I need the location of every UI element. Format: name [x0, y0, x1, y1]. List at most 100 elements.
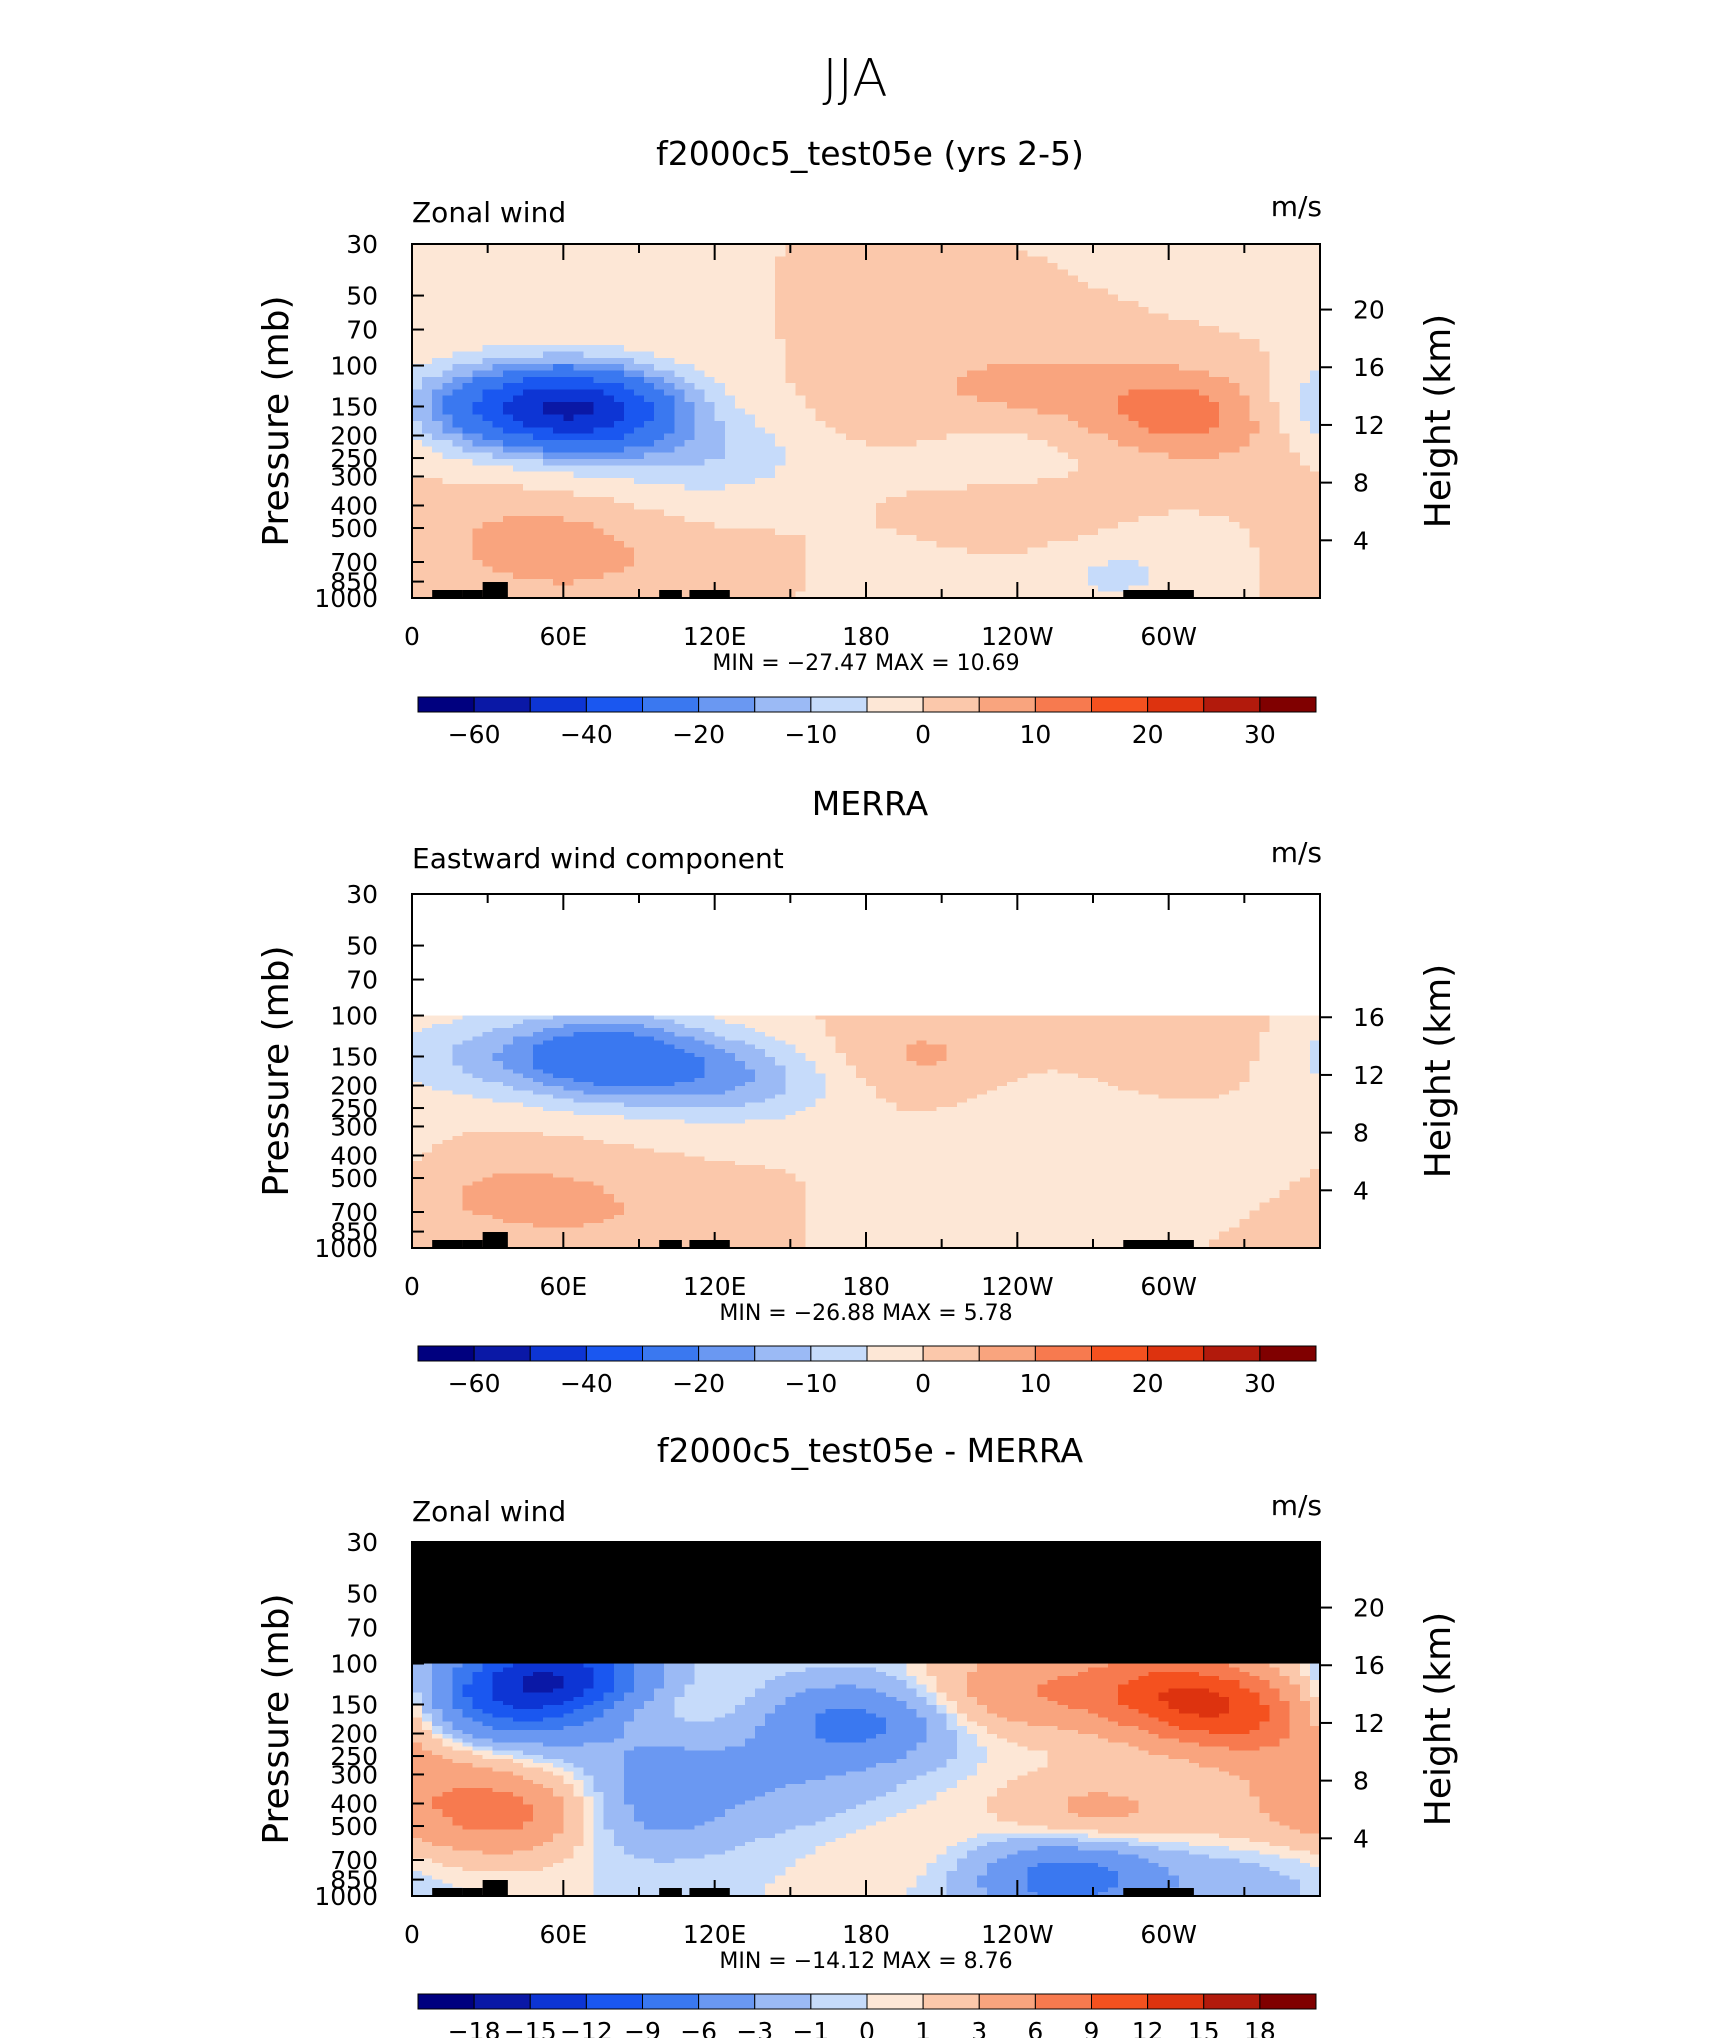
contour-cell: [482, 484, 494, 492]
contour-cell: [997, 332, 1008, 340]
contour-cell: [1017, 338, 1029, 346]
contour-cell: [835, 509, 847, 517]
contour-cell: [825, 585, 837, 593]
contour-cell: [694, 376, 706, 384]
contour-cell: [1098, 300, 1109, 308]
contour-cell: [785, 402, 796, 409]
contour-cell: [724, 446, 736, 454]
contour-cell: [1229, 585, 1240, 593]
contour-cell: [492, 421, 504, 428]
contour-cell: [452, 345, 464, 353]
contour-cell: [976, 490, 988, 498]
contour-cell: [734, 300, 746, 308]
contour-cell: [654, 446, 665, 454]
contour-cell: [916, 421, 928, 428]
contour-cell: [855, 547, 867, 555]
contour-cell: [1188, 465, 1200, 473]
contour-cell: [775, 307, 786, 315]
contour-cell: [835, 490, 847, 498]
contour-cell: [1229, 256, 1240, 264]
contour-cell: [583, 294, 595, 302]
contour-cell: [987, 262, 998, 270]
contour-cell: [845, 553, 857, 561]
contour-cell: [1027, 572, 1039, 580]
contour-cell: [1289, 458, 1301, 466]
contour-cell: [976, 364, 988, 372]
contour-cell: [976, 585, 988, 593]
contour-cell: [724, 579, 736, 586]
contour-cell: [1229, 534, 1240, 542]
contour-cell: [966, 471, 978, 479]
contour-cell: [533, 256, 544, 264]
contour-cell: [452, 275, 464, 283]
contour-cell: [422, 256, 433, 264]
contour-cell: [1087, 262, 1099, 270]
contour-cell: [896, 515, 907, 523]
contour-cell: [462, 307, 474, 315]
contour-cell: [1259, 364, 1271, 372]
contour-cell: [573, 319, 585, 327]
contour-cell: [644, 509, 655, 517]
contour-cell: [916, 262, 928, 270]
contour-cell: [1279, 579, 1291, 586]
contour-cell: [815, 566, 827, 574]
contour-cell: [1017, 509, 1029, 517]
contour-cell: [1309, 244, 1321, 251]
contour-cell: [1057, 307, 1069, 315]
contour-cell: [1239, 566, 1250, 574]
contour-cell: [815, 465, 827, 473]
contour-cell: [845, 560, 857, 567]
contour-cell: [1309, 332, 1321, 340]
contour-cell: [966, 357, 978, 365]
contour-cell: [674, 515, 685, 523]
contour-cell: [976, 408, 988, 416]
contour-cell: [644, 458, 655, 466]
contour-cell: [654, 458, 665, 466]
contour-cell: [1239, 484, 1250, 492]
contour-cell: [492, 509, 504, 517]
contour-cell: [1138, 319, 1150, 327]
contour-cell: [866, 262, 877, 270]
contour-cell: [956, 351, 968, 359]
contour-cell: [644, 345, 655, 353]
contour-cell: [412, 465, 423, 473]
contour-cell: [633, 338, 645, 346]
contour-cell: [714, 566, 726, 574]
contour-cell: [472, 288, 484, 296]
contour-cell: [734, 515, 746, 523]
contour-cell: [1067, 515, 1079, 523]
contour-cell: [744, 319, 756, 327]
contour-cell: [765, 560, 776, 567]
contour-cell: [1259, 490, 1271, 498]
contour-cell: [1188, 294, 1200, 302]
contour-cell: [522, 357, 534, 365]
contour-cell: [966, 244, 978, 251]
contour-cell: [1128, 446, 1139, 454]
contour-cell: [1239, 313, 1250, 321]
contour-cell: [633, 332, 645, 340]
contour-cell: [936, 465, 948, 473]
contour-cell: [644, 402, 655, 409]
contour-cell: [896, 395, 907, 403]
contour-cell: [724, 389, 736, 397]
contour-cell: [583, 402, 595, 409]
contour-cell: [1098, 275, 1109, 283]
contour-cell: [755, 414, 766, 422]
contour-cell: [573, 364, 585, 372]
contour-cell: [442, 357, 453, 365]
contour-cell: [795, 433, 807, 441]
contour-cell: [956, 281, 968, 289]
contour-cell: [956, 477, 968, 485]
contour-cell: [1047, 389, 1059, 397]
contour-cell: [1198, 503, 1210, 511]
contour-cell: [1198, 446, 1210, 454]
contour-cell: [1158, 553, 1170, 561]
contour-cell: [1219, 534, 1230, 542]
contour-cell: [825, 452, 837, 460]
contour-cell: [563, 515, 575, 523]
contour-cell: [1229, 477, 1240, 485]
contour-cell: [462, 427, 474, 435]
contour-cell: [1249, 414, 1261, 422]
contour-cell: [976, 300, 988, 308]
contour-cell: [815, 345, 827, 353]
